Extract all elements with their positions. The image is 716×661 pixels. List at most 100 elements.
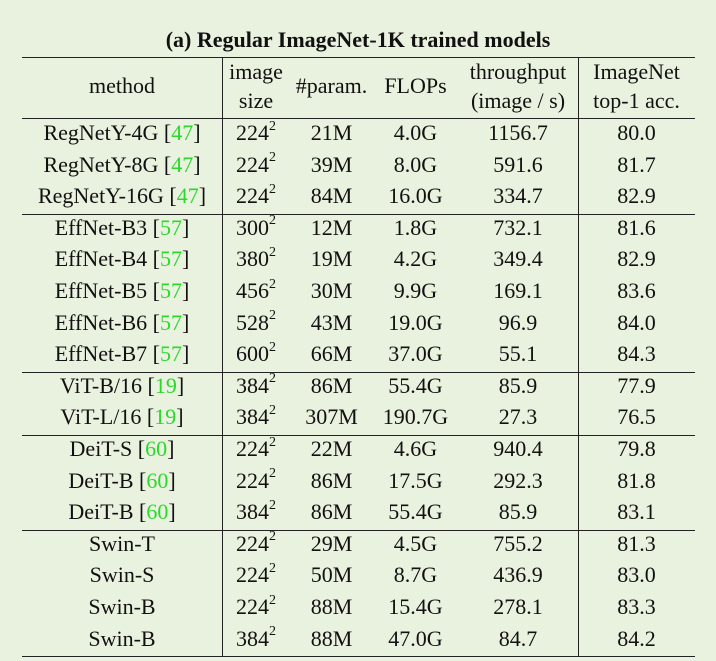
cite-bracket: ]: [167, 436, 175, 461]
image-size: 384: [236, 372, 269, 398]
method-name: Swin-S: [89, 562, 155, 588]
h-rule: [22, 57, 695, 58]
throughput-cell: 85.9: [498, 499, 538, 525]
column-header: throughput: [469, 59, 567, 84]
flops-cell: 4.0G: [393, 120, 438, 145]
flops-cell: 8.0G: [393, 151, 438, 177]
method-cell: Swin-B: [22, 593, 222, 621]
image-size: 380: [236, 246, 269, 272]
throughput-cell: 334.7: [493, 183, 543, 209]
image-size-cell: 3842: [222, 403, 290, 431]
cite-bracket: [: [146, 404, 155, 430]
h-rule: [22, 656, 695, 658]
citation: 57: [159, 309, 182, 335]
column-header: method: [89, 73, 155, 98]
flops-cell: 37.0G: [388, 341, 443, 367]
method-cell: DeiT-S [60]: [22, 435, 222, 463]
cite-bracket: [: [152, 309, 160, 335]
params-cell: 84M: [310, 183, 353, 209]
cite-bracket: ]: [181, 214, 190, 240]
column-header: FLOPs: [384, 73, 447, 98]
image-size-cell: 2242: [222, 561, 290, 589]
params-cell: 86M: [310, 499, 353, 525]
image-size-cell: 2242: [222, 467, 290, 495]
image-size: 224: [236, 530, 269, 556]
params-cell: 19M: [310, 246, 353, 272]
citation: 47: [171, 151, 194, 177]
method-cell: ViT-B/16 [19]: [22, 372, 222, 400]
citation: 57: [159, 341, 182, 367]
params-cell: 22M: [310, 436, 353, 461]
citation: 60: [146, 499, 169, 525]
cite-bracket: [: [163, 120, 172, 145]
flops-cell: 55.4G: [388, 499, 443, 525]
flops-cell: 9.9G: [393, 278, 438, 303]
h-rule: [22, 435, 695, 437]
method-cell: EffNet-B6 [57]: [22, 309, 222, 337]
h-rule: [22, 530, 695, 531]
cite-bracket: [: [137, 436, 146, 461]
image-size-exponent: 2: [269, 624, 276, 640]
image-size: 224: [236, 562, 269, 588]
v-rule: [578, 57, 579, 657]
acc-cell: 77.9: [617, 372, 656, 398]
params-cell: 21M: [310, 120, 353, 145]
cite-bracket: [: [147, 372, 155, 398]
cite-bracket: ]: [181, 246, 190, 272]
image-size: 224: [236, 467, 269, 493]
method-name: ViT-L/16: [60, 404, 142, 430]
acc-cell: 83.3: [617, 594, 656, 619]
image-size-exponent: 2: [269, 466, 276, 482]
image-size: 456: [236, 278, 269, 303]
throughput-cell: 85.9: [498, 372, 538, 398]
throughput-cell: 169.1: [493, 278, 543, 303]
citation: 19: [154, 404, 177, 430]
acc-cell: 79.8: [617, 436, 656, 461]
method-name: ViT-B/16: [59, 372, 143, 398]
method-name: DeiT-B: [68, 499, 134, 525]
acc-cell: 81.8: [617, 467, 656, 493]
cite-bracket: ]: [168, 499, 176, 525]
citation: 57: [159, 246, 182, 272]
flops-cell: 4.2G: [393, 246, 438, 272]
method-cell: RegNetY-8G [47]: [22, 151, 222, 179]
method-name: RegNetY-16G: [37, 183, 164, 209]
image-size: 600: [236, 341, 269, 367]
acc-cell: 83.6: [617, 278, 656, 303]
method-cell: ViT-L/16 [19]: [22, 403, 222, 431]
cite-bracket: ]: [181, 341, 190, 367]
method-cell: DeiT-B [60]: [22, 467, 222, 495]
citation: 57: [159, 214, 182, 240]
params-cell: 30M: [310, 278, 353, 303]
throughput-cell: 27.3: [498, 404, 538, 430]
params-cell: 86M: [310, 372, 353, 398]
method-cell: DeiT-B [60]: [22, 498, 222, 526]
image-size-cell: 2242: [222, 593, 290, 621]
throughput-cell: 755.2: [493, 530, 543, 556]
method-cell: Swin-S: [22, 561, 222, 589]
method-name: DeiT-S: [69, 436, 133, 461]
image-size-exponent: 2: [269, 592, 276, 608]
image-size-exponent: 2: [269, 497, 276, 513]
image-size: 384: [236, 625, 269, 651]
h-rule: [22, 372, 695, 373]
column-header: ImageNet: [593, 59, 680, 84]
method-cell: EffNet-B4 [57]: [22, 245, 222, 273]
throughput-cell: 96.9: [498, 309, 538, 335]
image-size-exponent: 2: [269, 339, 276, 355]
method-cell: RegNetY-16G [47]: [22, 182, 222, 210]
image-size-cell: 3802: [222, 245, 290, 273]
method-name: Swin-B: [88, 594, 156, 619]
image-size-cell: 3842: [222, 625, 290, 653]
method-name: Swin-T: [89, 530, 155, 556]
image-size-exponent: 2: [269, 213, 276, 229]
acc-cell: 80.0: [617, 120, 656, 145]
flops-cell: 4.6G: [393, 436, 438, 461]
method-cell: EffNet-B7 [57]: [22, 340, 222, 368]
acc-cell: 81.7: [617, 151, 656, 177]
image-size-exponent: 2: [269, 245, 276, 261]
method-name: EffNet-B5: [54, 278, 148, 303]
cite-bracket: ]: [198, 183, 207, 209]
column-header: image: [229, 59, 283, 84]
